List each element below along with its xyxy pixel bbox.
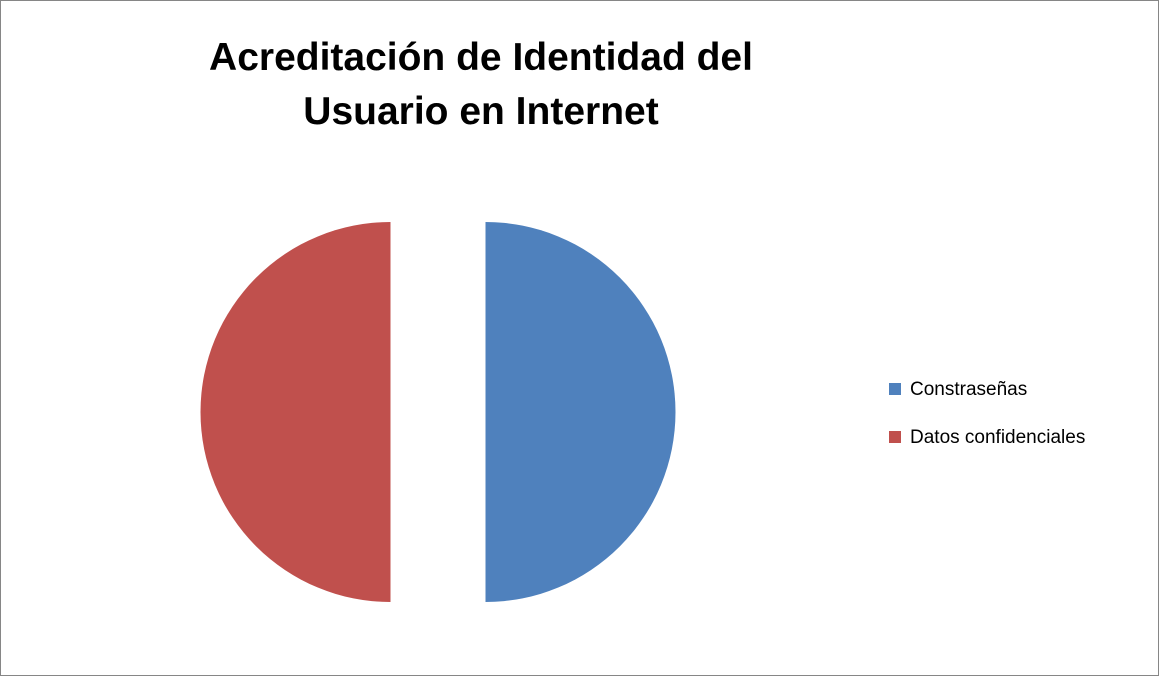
chart-title: Acreditación de Identidad del Usuario en… xyxy=(209,36,753,133)
legend-swatch xyxy=(889,431,901,443)
legend-label: Constraseñas xyxy=(910,379,1027,400)
pie-slice xyxy=(485,222,676,602)
pie-slice xyxy=(200,222,391,602)
legend-label: Datos confidenciales xyxy=(910,427,1085,448)
legend-swatch xyxy=(889,383,901,395)
